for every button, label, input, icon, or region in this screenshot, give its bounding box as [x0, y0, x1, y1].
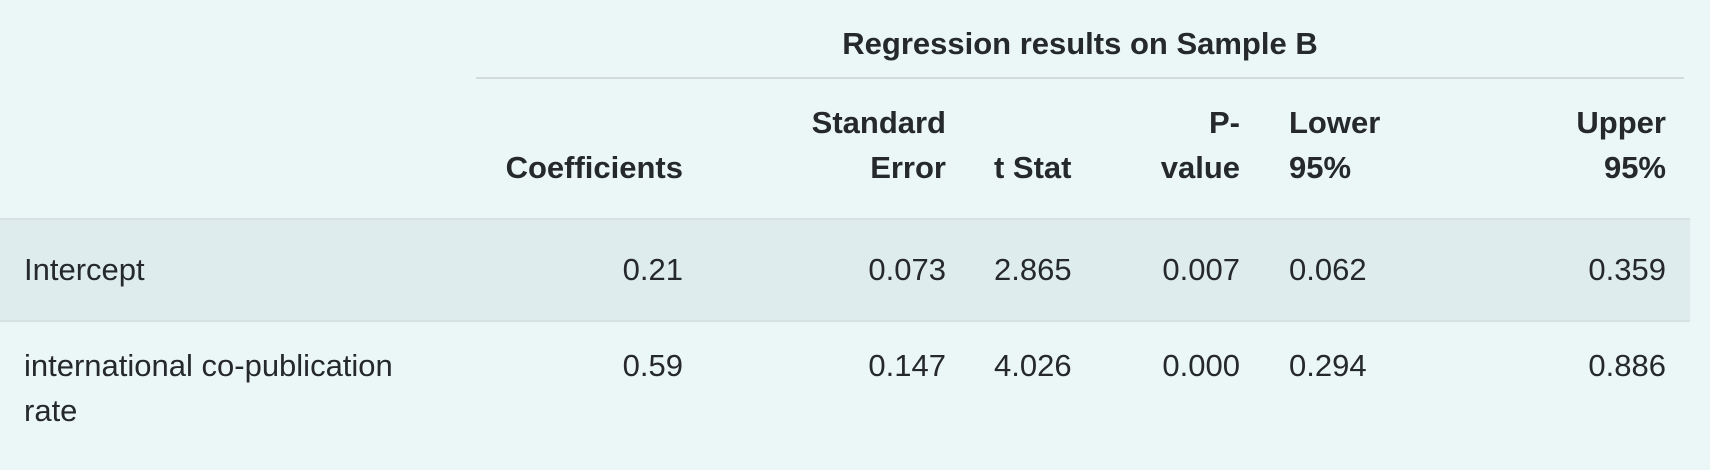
header-coefficients-text: Coefficients — [505, 150, 683, 185]
cell-t-stat: 4.026 — [994, 348, 1072, 383]
table-row: Intercept 0.21 0.073 2.865 0.007 0.062 0… — [0, 218, 1690, 322]
row-label-line1: Intercept — [24, 252, 145, 287]
header-standard-error: Standard Error — [780, 100, 946, 190]
header-t-stat: t Stat — [994, 145, 1114, 190]
cell-t-stat: 2.865 — [994, 252, 1072, 287]
table-row: international co-publication rate 0.59 0… — [0, 320, 1690, 470]
cell-upper-95: 0.886 — [1588, 348, 1666, 383]
header-upper-95: Upper 95% — [1500, 100, 1666, 190]
header-p-value-line2: value — [1160, 150, 1240, 185]
row-label: international co-publication rate — [24, 343, 444, 433]
header-upper-95-line1: Upper — [1576, 105, 1666, 140]
group-title-divider — [476, 77, 1684, 79]
cell-standard-error: 0.147 — [868, 348, 946, 383]
table-group-title: Regression results on Sample B — [842, 26, 1318, 61]
row-label-line1: international co-publication — [24, 348, 393, 383]
row-label: Intercept — [24, 247, 444, 292]
header-standard-error-line1: Standard — [811, 105, 946, 140]
header-lower-95-line2: 95% — [1289, 150, 1352, 185]
cell-coefficients: 0.21 — [622, 252, 683, 287]
header-t-stat-text: t Stat — [994, 150, 1072, 185]
cell-lower-95: 0.062 — [1289, 252, 1367, 287]
cell-coefficients: 0.59 — [622, 348, 683, 383]
header-standard-error-line2: Error — [870, 150, 946, 185]
cell-p-value: 0.000 — [1162, 348, 1240, 383]
header-lower-95: Lower 95% — [1289, 100, 1439, 190]
header-p-value-line1: P- — [1209, 105, 1240, 140]
cell-upper-95: 0.359 — [1588, 252, 1666, 287]
cell-standard-error: 0.073 — [868, 252, 946, 287]
header-p-value: P- value — [1100, 100, 1240, 190]
header-coefficients: Coefficients — [476, 145, 683, 190]
row-label-line2: rate — [24, 393, 78, 428]
header-upper-95-line2: 95% — [1603, 150, 1666, 185]
cell-lower-95: 0.294 — [1289, 348, 1367, 383]
header-lower-95-line1: Lower — [1289, 105, 1381, 140]
cell-p-value: 0.007 — [1162, 252, 1240, 287]
